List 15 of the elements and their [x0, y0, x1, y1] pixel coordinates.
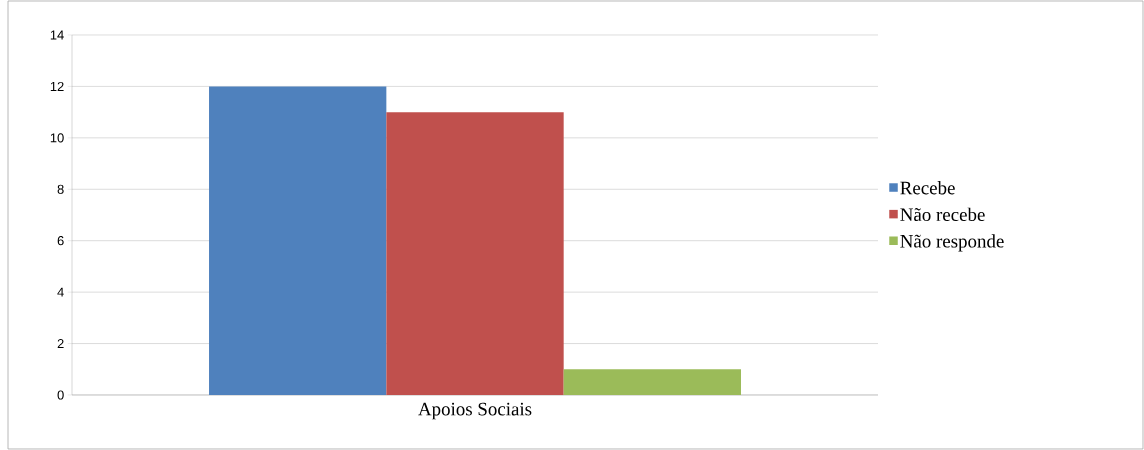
legend-label: Recebe [900, 181, 955, 195]
bar [209, 86, 387, 395]
y-tick-label: 2 [57, 339, 64, 349]
legend-label: Não recebe [900, 207, 985, 221]
y-tick-label: 4 [57, 287, 64, 297]
bar [386, 112, 564, 395]
y-tick-label: 8 [57, 184, 64, 194]
y-tick-label: 6 [57, 236, 64, 246]
bar [563, 369, 741, 395]
y-tick-label: 10 [50, 133, 64, 143]
y-tick-label: 14 [50, 30, 64, 40]
x-tick-label: Apoios Sociais [418, 402, 532, 420]
y-tick-label: 0 [57, 390, 64, 400]
legend-label: Não responde [900, 234, 1004, 252]
y-tick-label: 12 [50, 81, 64, 91]
